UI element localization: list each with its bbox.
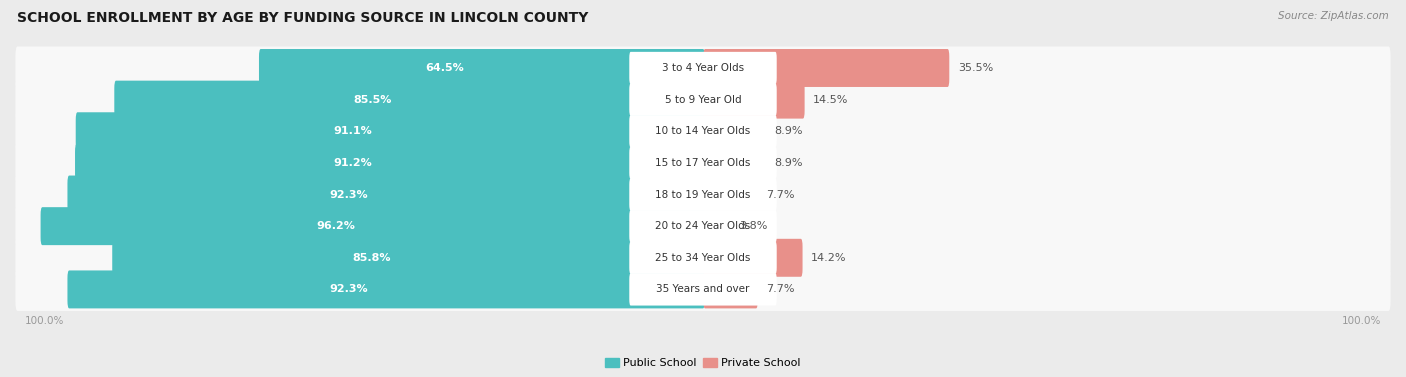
Text: 20 to 24 Year Olds: 20 to 24 Year Olds	[655, 221, 751, 231]
FancyBboxPatch shape	[75, 144, 704, 182]
FancyBboxPatch shape	[630, 273, 776, 305]
FancyBboxPatch shape	[15, 173, 1391, 216]
FancyBboxPatch shape	[630, 147, 776, 179]
Legend: Public School, Private School: Public School, Private School	[606, 358, 800, 368]
Text: 35.5%: 35.5%	[957, 63, 993, 73]
FancyBboxPatch shape	[15, 268, 1391, 311]
FancyBboxPatch shape	[703, 239, 803, 277]
Text: 7.7%: 7.7%	[766, 284, 794, 294]
FancyBboxPatch shape	[630, 83, 776, 116]
Text: 14.5%: 14.5%	[813, 95, 849, 105]
Text: 18 to 19 Year Olds: 18 to 19 Year Olds	[655, 190, 751, 199]
FancyBboxPatch shape	[67, 270, 704, 308]
FancyBboxPatch shape	[630, 178, 776, 211]
FancyBboxPatch shape	[15, 141, 1391, 184]
FancyBboxPatch shape	[703, 176, 758, 213]
FancyBboxPatch shape	[15, 110, 1391, 153]
FancyBboxPatch shape	[630, 52, 776, 84]
FancyBboxPatch shape	[703, 49, 949, 87]
Text: 100.0%: 100.0%	[1343, 316, 1382, 326]
FancyBboxPatch shape	[15, 205, 1391, 248]
FancyBboxPatch shape	[703, 81, 804, 119]
Text: 85.8%: 85.8%	[352, 253, 391, 263]
Text: 3.8%: 3.8%	[740, 221, 768, 231]
Text: 91.2%: 91.2%	[333, 158, 373, 168]
Text: SCHOOL ENROLLMENT BY AGE BY FUNDING SOURCE IN LINCOLN COUNTY: SCHOOL ENROLLMENT BY AGE BY FUNDING SOUR…	[17, 11, 588, 25]
Text: 92.3%: 92.3%	[329, 190, 368, 199]
FancyBboxPatch shape	[114, 81, 704, 119]
FancyBboxPatch shape	[15, 236, 1391, 279]
FancyBboxPatch shape	[630, 210, 776, 242]
Text: 91.1%: 91.1%	[333, 126, 373, 136]
FancyBboxPatch shape	[703, 112, 766, 150]
Text: 92.3%: 92.3%	[329, 284, 368, 294]
Text: 35 Years and over: 35 Years and over	[657, 284, 749, 294]
Text: 25 to 34 Year Olds: 25 to 34 Year Olds	[655, 253, 751, 263]
Text: 85.5%: 85.5%	[353, 95, 391, 105]
FancyBboxPatch shape	[67, 176, 704, 213]
Text: 64.5%: 64.5%	[425, 63, 464, 73]
FancyBboxPatch shape	[259, 49, 704, 87]
Text: 100.0%: 100.0%	[24, 316, 63, 326]
FancyBboxPatch shape	[112, 239, 704, 277]
Text: 15 to 17 Year Olds: 15 to 17 Year Olds	[655, 158, 751, 168]
FancyBboxPatch shape	[76, 112, 704, 150]
Text: 96.2%: 96.2%	[316, 221, 354, 231]
Text: 5 to 9 Year Old: 5 to 9 Year Old	[665, 95, 741, 105]
FancyBboxPatch shape	[703, 207, 731, 245]
FancyBboxPatch shape	[15, 78, 1391, 121]
Text: Source: ZipAtlas.com: Source: ZipAtlas.com	[1278, 11, 1389, 21]
FancyBboxPatch shape	[630, 115, 776, 147]
Text: 10 to 14 Year Olds: 10 to 14 Year Olds	[655, 126, 751, 136]
Text: 7.7%: 7.7%	[766, 190, 794, 199]
Text: 8.9%: 8.9%	[775, 126, 803, 136]
FancyBboxPatch shape	[41, 207, 704, 245]
Text: 14.2%: 14.2%	[811, 253, 846, 263]
Text: 3 to 4 Year Olds: 3 to 4 Year Olds	[662, 63, 744, 73]
Text: 8.9%: 8.9%	[775, 158, 803, 168]
FancyBboxPatch shape	[630, 242, 776, 274]
FancyBboxPatch shape	[703, 270, 758, 308]
FancyBboxPatch shape	[15, 46, 1391, 89]
FancyBboxPatch shape	[703, 144, 766, 182]
